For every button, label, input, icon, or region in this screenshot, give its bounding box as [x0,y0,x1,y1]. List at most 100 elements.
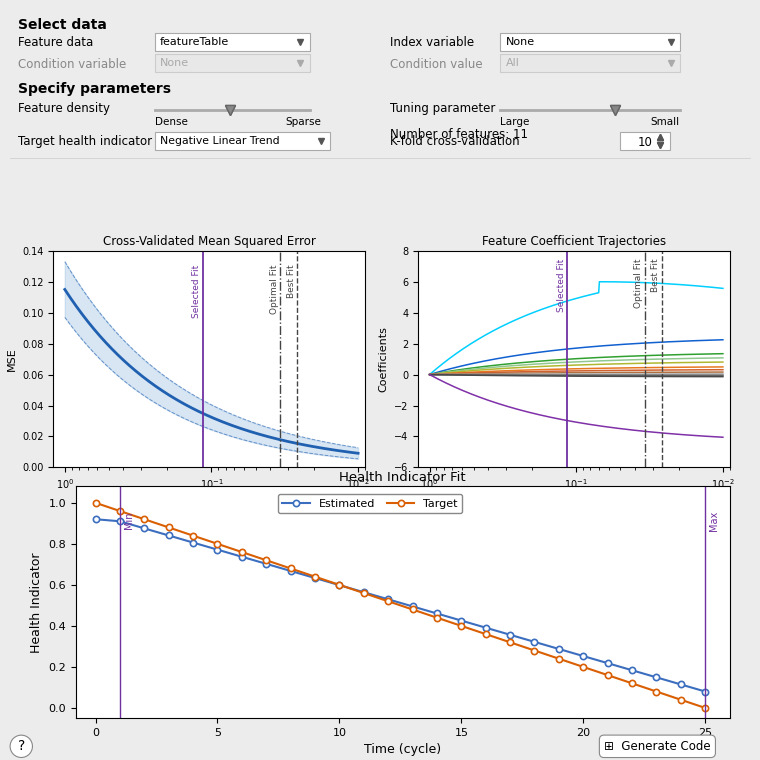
Target [603,670,613,679]
Target [481,629,490,638]
Text: ⊞  Generate Code: ⊞ Generate Code [604,739,711,753]
Title: Feature Coefficient Trajectories: Feature Coefficient Trajectories [482,236,666,249]
Y-axis label: Health Indicator: Health Indicator [30,552,43,653]
Bar [155,132,330,150]
Target [164,523,173,532]
Estimated [652,673,661,682]
Estimated [578,651,587,660]
Bar [155,33,310,51]
Line: Target: Target [93,499,708,711]
Text: Max: Max [709,511,719,531]
Estimated [530,638,539,647]
Target [530,646,539,655]
Text: Negative Linear Trend: Negative Linear Trend [160,136,280,146]
Text: Small: Small [650,117,679,127]
Text: Feature data: Feature data [18,36,93,49]
Text: Feature density: Feature density [18,102,110,115]
Target [91,499,100,508]
Target [286,564,295,573]
Target [335,581,344,590]
Text: None: None [160,58,189,68]
Estimated [676,680,686,689]
Target [408,605,417,614]
Estimated [237,553,246,562]
Text: Sparse: Sparse [285,117,321,127]
Legend: Estimated, Target: Estimated, Target [278,494,462,513]
Target [237,547,246,556]
Estimated [164,531,173,540]
Text: None: None [506,37,535,47]
Text: Best Fit: Best Fit [651,258,660,292]
Estimated [335,581,344,590]
Estimated [384,595,393,604]
Estimated [188,538,198,547]
Text: Dense: Dense [155,117,188,127]
Estimated [91,515,100,524]
Estimated [457,616,466,625]
Text: ?: ? [17,739,25,753]
Text: Specify parameters: Specify parameters [18,82,171,96]
X-axis label: Tuning  parameter  (λ): Tuning parameter (λ) [147,496,271,506]
Estimated [310,574,319,583]
Y-axis label: MSE: MSE [6,347,17,371]
Text: Select data: Select data [18,18,107,32]
Text: Large: Large [500,117,530,127]
Text: Optimal Fit: Optimal Fit [635,258,644,308]
Estimated [286,566,295,575]
Text: Selected Fit: Selected Fit [192,264,201,318]
Target [578,663,587,672]
Text: Number of features: 11: Number of features: 11 [390,128,528,141]
Target [676,695,686,705]
Target [213,540,222,549]
Target [554,654,563,663]
Bar [500,54,680,72]
Target [384,597,393,606]
Y-axis label: Coefficients: Coefficients [378,326,388,392]
Bar [620,132,670,150]
X-axis label: Time (cycle): Time (cycle) [364,743,442,756]
Estimated [116,517,125,526]
Estimated [140,524,149,533]
Target [652,687,661,696]
Text: All: All [506,58,520,68]
Text: featureTable: featureTable [160,37,230,47]
Target [116,506,125,515]
Text: Target health indicator: Target health indicator [18,135,152,148]
Title: Cross-Validated Mean Squared Error: Cross-Validated Mean Squared Error [103,236,315,249]
Text: Condition variable: Condition variable [18,58,126,71]
Target [432,613,442,622]
Estimated [701,687,710,696]
Estimated [554,644,563,654]
Target [188,531,198,540]
Target [310,572,319,581]
Estimated [432,609,442,618]
Target [505,638,515,647]
Line: Estimated: Estimated [93,516,708,695]
Estimated [359,587,369,597]
Bar [155,54,310,72]
Target [140,515,149,524]
Target [628,679,637,688]
Target [359,588,369,597]
Target [261,556,271,565]
Text: Index variable: Index variable [390,36,474,49]
Text: Condition value: Condition value [390,58,483,71]
Text: Min: Min [124,511,134,528]
Target [701,704,710,713]
Text: K-fold cross-validation: K-fold cross-validation [390,135,520,148]
Estimated [213,545,222,554]
Text: Best Fit: Best Fit [287,264,296,299]
Estimated [603,659,613,668]
X-axis label: Tuning  parameter  (λ): Tuning parameter (λ) [511,496,636,506]
Text: Selected Fit: Selected Fit [557,258,565,312]
Estimated [628,666,637,675]
Text: 10: 10 [638,136,652,149]
Estimated [505,630,515,639]
Text: Optimal Fit: Optimal Fit [270,264,279,314]
Estimated [261,559,271,568]
Text: Tuning parameter: Tuning parameter [390,102,496,115]
Estimated [408,602,417,611]
Title: Health Indicator Fit: Health Indicator Fit [340,471,466,484]
Bar [500,33,680,51]
Target [457,622,466,631]
